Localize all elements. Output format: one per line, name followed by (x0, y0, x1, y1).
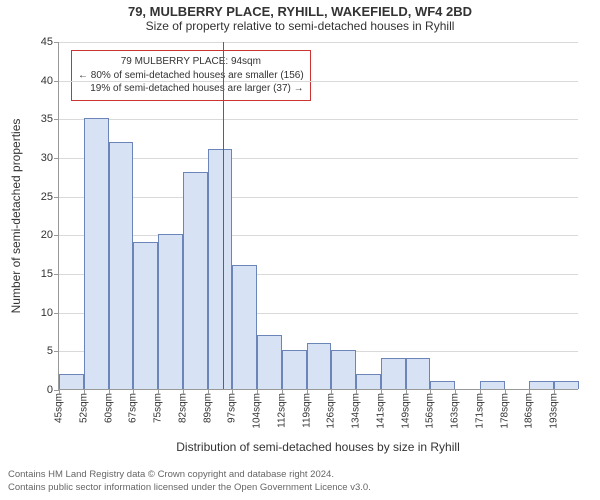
x-tick-label: 178sqm (499, 393, 510, 429)
chart-title: 79, MULBERRY PLACE, RYHILL, WAKEFIELD, W… (0, 0, 600, 19)
gridline (59, 119, 578, 120)
x-tick-label: 97sqm (227, 393, 238, 423)
y-tick-mark (54, 274, 59, 275)
plot-area: 79 MULBERRY PLACE: 94sqm ← 80% of semi-d… (58, 42, 578, 390)
x-tick-mark (84, 389, 85, 394)
x-tick-mark (282, 389, 283, 394)
y-tick-mark (54, 81, 59, 82)
chart-subtitle: Size of property relative to semi-detach… (0, 19, 600, 33)
histogram-bar (331, 350, 356, 389)
histogram-bar (133, 242, 158, 389)
x-tick-mark (208, 389, 209, 394)
gridline (59, 42, 578, 43)
x-tick-label: 112sqm (276, 393, 287, 428)
y-axis-label: Number of semi-detached properties (9, 119, 23, 314)
footer-line-1: Contains HM Land Registry data © Crown c… (8, 469, 371, 481)
x-tick-mark (480, 389, 481, 394)
x-tick-mark (158, 389, 159, 394)
histogram-bar (430, 381, 455, 389)
gridline (59, 197, 578, 198)
x-tick-mark (257, 389, 258, 394)
histogram-bar (554, 381, 579, 389)
gridline (59, 158, 578, 159)
x-tick-mark (430, 389, 431, 394)
histogram-bar (282, 350, 307, 389)
x-tick-label: 149sqm (400, 393, 411, 429)
y-tick-mark (54, 42, 59, 43)
x-tick-label: 156sqm (425, 393, 436, 429)
plot: 79 MULBERRY PLACE: 94sqm ← 80% of semi-d… (58, 42, 578, 390)
x-tick-label: 67sqm (128, 393, 139, 423)
x-tick-label: 104sqm (252, 393, 263, 429)
footer-line-2: Contains public sector information licen… (8, 482, 371, 494)
annotation-line-3: 19% of semi-detached houses are larger (… (78, 82, 304, 96)
x-tick-mark (331, 389, 332, 394)
x-tick-mark (133, 389, 134, 394)
x-tick-label: 141sqm (375, 393, 386, 429)
x-tick-label: 75sqm (153, 393, 164, 423)
x-tick-mark (381, 389, 382, 394)
y-tick-mark (54, 351, 59, 352)
annotation-line-1: 79 MULBERRY PLACE: 94sqm (78, 55, 304, 69)
gridline (59, 81, 578, 82)
histogram-bar (84, 118, 109, 389)
y-tick-mark (54, 235, 59, 236)
x-tick-mark (505, 389, 506, 394)
x-tick-mark (109, 389, 110, 394)
y-tick-mark (54, 119, 59, 120)
footer: Contains HM Land Registry data © Crown c… (8, 469, 371, 494)
y-tick-mark (54, 197, 59, 198)
x-tick-label: 89sqm (202, 393, 213, 423)
histogram-bar (232, 265, 257, 389)
x-tick-mark (232, 389, 233, 394)
x-tick-mark (183, 389, 184, 394)
histogram-bar (307, 343, 332, 389)
annotation-box: 79 MULBERRY PLACE: 94sqm ← 80% of semi-d… (71, 50, 311, 101)
x-tick-label: 82sqm (177, 393, 188, 423)
x-tick-label: 119sqm (301, 393, 312, 428)
x-tick-mark (455, 389, 456, 394)
histogram-bar (356, 374, 381, 389)
histogram-bar (158, 234, 183, 389)
reference-line (223, 42, 224, 389)
histogram-bar (406, 358, 431, 389)
x-tick-label: 193sqm (549, 393, 560, 429)
x-tick-mark (529, 389, 530, 394)
x-tick-label: 171sqm (474, 393, 485, 429)
histogram-bar (59, 374, 84, 389)
x-tick-mark (406, 389, 407, 394)
x-tick-label: 163sqm (450, 393, 461, 429)
x-tick-label: 186sqm (524, 393, 535, 429)
gridline (59, 235, 578, 236)
x-tick-label: 45sqm (54, 393, 65, 423)
x-tick-mark (59, 389, 60, 394)
histogram-bar (208, 149, 233, 389)
y-tick-mark (54, 313, 59, 314)
histogram-bar (529, 381, 554, 389)
histogram-bar (183, 172, 208, 389)
x-tick-label: 134sqm (351, 393, 362, 429)
histogram-bar (381, 358, 406, 389)
x-tick-label: 60sqm (103, 393, 114, 423)
histogram-bar (257, 335, 282, 389)
chart-container: 79, MULBERRY PLACE, RYHILL, WAKEFIELD, W… (0, 0, 600, 500)
x-tick-label: 126sqm (326, 393, 337, 429)
x-tick-mark (554, 389, 555, 394)
x-tick-mark (307, 389, 308, 394)
y-tick-mark (54, 158, 59, 159)
histogram-bar (109, 142, 134, 389)
x-tick-label: 52sqm (78, 393, 89, 423)
histogram-bar (480, 381, 505, 389)
x-tick-mark (356, 389, 357, 394)
x-axis-label: Distribution of semi-detached houses by … (176, 440, 459, 454)
